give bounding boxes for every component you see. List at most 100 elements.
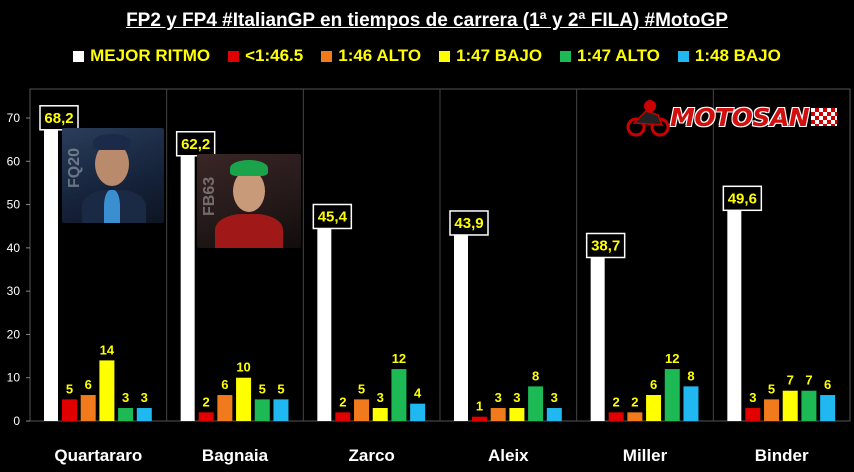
legend-label: <1:46.5 (245, 46, 304, 65)
legend-label: 1:46 ALTO (338, 46, 422, 65)
legend-item: 1:47 BAJO (439, 46, 542, 66)
bar (801, 390, 817, 421)
bar-label: 3 (141, 390, 148, 405)
bar (590, 253, 605, 421)
legend-swatch (228, 50, 240, 62)
bar-label: 8 (532, 368, 539, 383)
bar-label: 38,7 (591, 237, 620, 254)
bar-label: 10 (236, 360, 250, 375)
bar-label: 68,2 (44, 110, 73, 127)
bar (136, 408, 152, 421)
y-tick-label: 50 (7, 198, 21, 212)
y-tick-label: 10 (7, 371, 21, 385)
bar (391, 369, 407, 421)
category-label: Aleix (488, 446, 529, 465)
bar-label-box (722, 185, 763, 212)
bar (118, 408, 134, 421)
bar (372, 408, 388, 421)
bar (62, 399, 77, 421)
bar-label: 14 (100, 342, 115, 357)
bar-label: 3 (749, 390, 756, 405)
bar-label: 45,4 (318, 208, 348, 225)
photo-number: FB63 (201, 176, 218, 216)
bar (180, 151, 195, 421)
y-tick-label: 20 (7, 327, 21, 341)
category-label: Miller (623, 446, 668, 465)
legend-label: 1:48 BAJO (694, 46, 781, 65)
legend-label: 1:47 BAJO (456, 46, 543, 65)
category-label: Zarco (349, 446, 395, 465)
bar (472, 416, 487, 421)
bar-label: 5 (277, 381, 284, 396)
bar-label: 12 (665, 351, 679, 366)
bar-label: 5 (768, 381, 775, 396)
bar-label: 12 (392, 351, 406, 366)
bar-label: 5 (66, 381, 73, 396)
legend-swatch (677, 50, 689, 62)
bar (217, 395, 233, 421)
chart-title: FP2 y FP4 #ItalianGP en tiempos de carre… (126, 10, 728, 31)
bar-label: 3 (495, 390, 502, 405)
bar-label: 5 (358, 381, 365, 396)
bar-label: 6 (85, 377, 92, 392)
bar-label-box (585, 232, 626, 259)
bar-label: 2 (339, 394, 346, 409)
bar-label: 2 (631, 394, 638, 409)
bar (745, 408, 761, 421)
bar-label: 1 (476, 399, 483, 414)
bar (646, 395, 662, 421)
bar (254, 399, 270, 421)
legend-item: MEJOR RITMO (73, 46, 210, 66)
legend-item: 1:47 ALTO (560, 46, 660, 66)
bar-label: 2 (203, 394, 210, 409)
chart-legend: MEJOR RITMO <1:46.5 1:46 ALTO 1:47 BAJO 1:47… (0, 46, 854, 66)
bar (236, 377, 252, 421)
bar-label: 3 (551, 390, 558, 405)
bar (335, 412, 351, 421)
bar (273, 399, 289, 421)
bar-label: 3 (513, 390, 520, 405)
bar (546, 408, 562, 421)
bar-label: 3 (377, 390, 384, 405)
bar-label: 43,9 (454, 215, 483, 232)
legend-item: 1:48 BAJO (677, 46, 781, 66)
rider-photo-quartararo: FQ20 (62, 128, 164, 223)
bar-label: 2 (613, 394, 620, 409)
legend-label: 1:47 ALTO (577, 46, 660, 65)
checkered-flag-icon (811, 108, 838, 126)
y-tick-label: 70 (7, 111, 21, 125)
legend-swatch (439, 50, 451, 62)
bar-label-box (312, 203, 353, 230)
bar-label: 6 (650, 377, 657, 392)
bar-label: 62,2 (181, 136, 210, 153)
bar (410, 403, 426, 421)
legend-item: 1:46 ALTO (321, 46, 421, 66)
photo-number: FQ20 (66, 147, 83, 188)
bar-label-box (449, 210, 489, 236)
bar (44, 125, 58, 421)
bar-label: 7 (787, 373, 794, 388)
bar (782, 390, 798, 421)
category-label: Quartararo (54, 446, 142, 465)
y-tick-label: 40 (7, 241, 21, 255)
bar-label: 5 (259, 381, 266, 396)
bar (80, 395, 96, 421)
motorbike-icon (626, 97, 670, 137)
bar (627, 412, 643, 421)
bar-label: 6 (221, 377, 228, 392)
logo-text: MOTOSAN (670, 102, 810, 132)
bar-label: 3 (122, 390, 129, 405)
bar-label: 8 (687, 368, 694, 383)
y-tick-label: 30 (7, 284, 21, 298)
category-label: Bagnaia (202, 446, 269, 465)
bar (354, 399, 370, 421)
legend-swatch (73, 50, 85, 62)
bar-label-box (175, 131, 216, 157)
legend-label: MEJOR RITMO (90, 46, 211, 65)
bar (764, 399, 780, 421)
rider-photo-bagnaia: FB63 (197, 154, 301, 248)
bar (99, 360, 115, 421)
bar (528, 386, 544, 421)
y-tick-label: 0 (13, 414, 20, 428)
